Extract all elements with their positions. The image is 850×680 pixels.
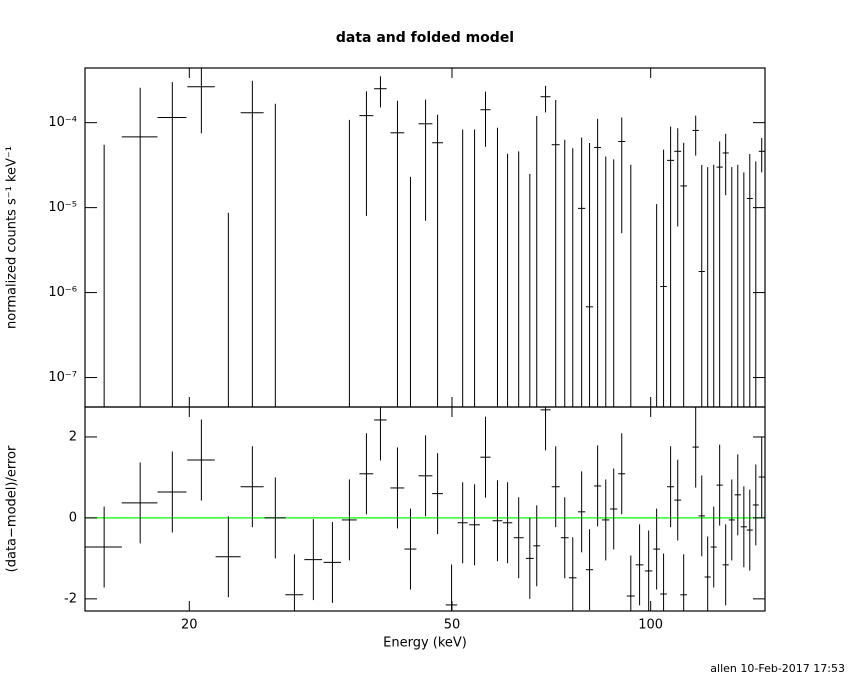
frame — [84, 406, 766, 612]
y-tick-label: 10⁻⁵ — [48, 200, 77, 215]
y-axis-label: (data−model)/error — [5, 445, 20, 572]
frame — [84, 67, 766, 408]
y-tick-label: 2 — [69, 429, 77, 444]
y-tick-label: 10⁻⁷ — [48, 370, 77, 385]
x-tick-label: 20 — [181, 618, 198, 633]
x-tick-label: 50 — [444, 618, 461, 633]
x-tick-label: 100 — [638, 618, 663, 633]
y-tick-label: 0 — [69, 510, 77, 525]
chart-title: data and folded model — [336, 30, 514, 46]
plot-area — [103, 68, 765, 407]
y-axis-label: normalized counts s⁻¹ keV⁻¹ — [5, 146, 20, 329]
plot-area — [85, 407, 765, 611]
y-tick-label: 10⁻⁶ — [48, 285, 77, 300]
y-tick-label: 10⁻⁴ — [48, 115, 77, 130]
footer: allen 10-Feb-2017 17:53 — [710, 662, 845, 675]
y-tick-label: -2 — [64, 591, 77, 606]
x-axis-label: Energy (keV) — [383, 636, 467, 651]
